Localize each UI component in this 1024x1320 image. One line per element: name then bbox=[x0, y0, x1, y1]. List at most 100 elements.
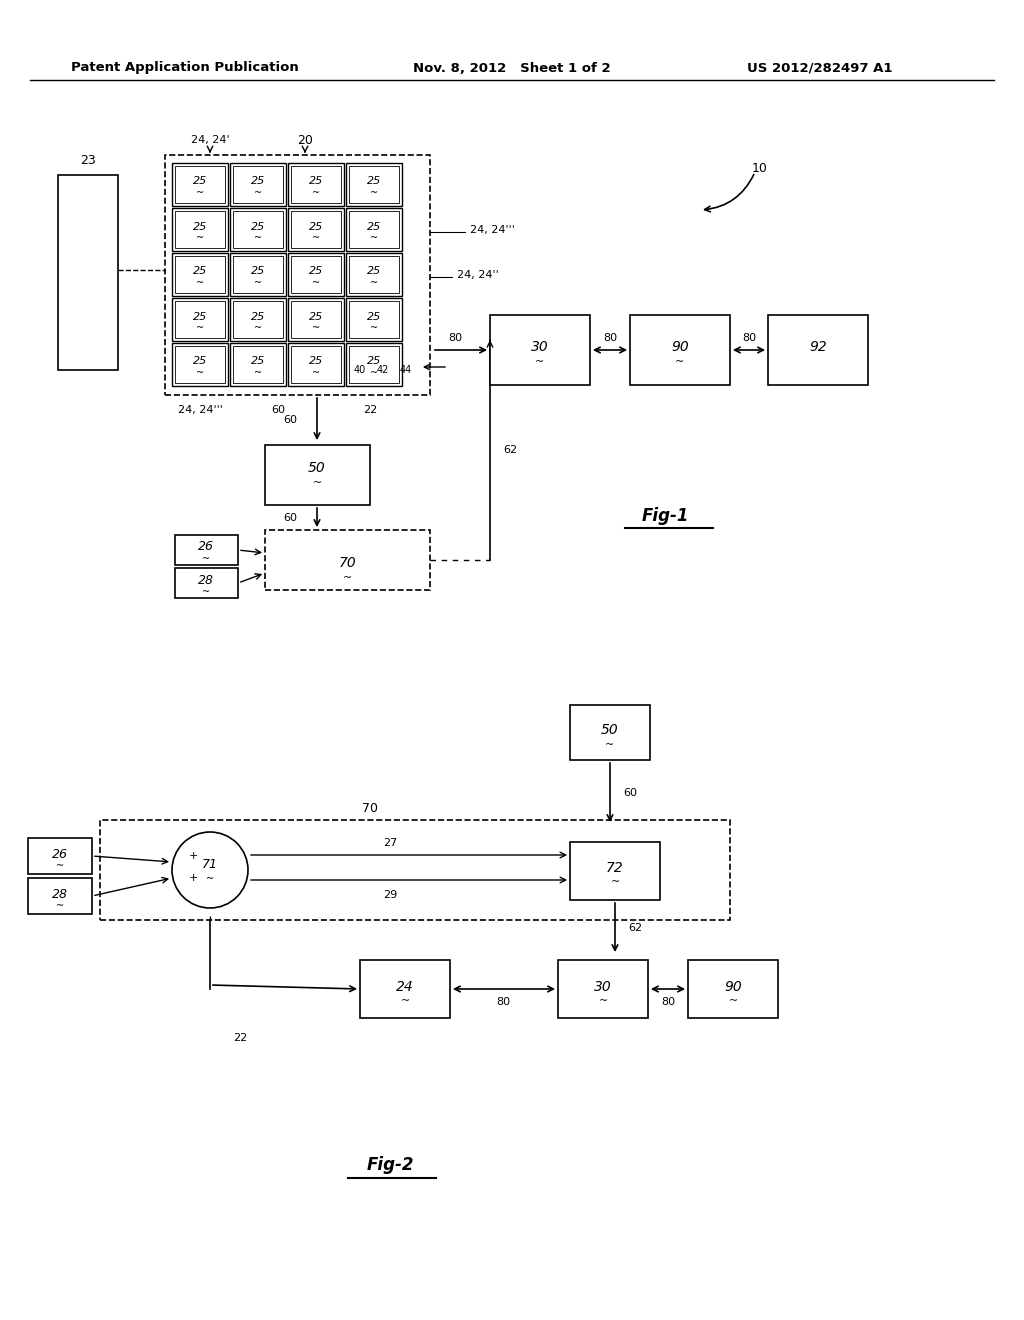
Circle shape bbox=[172, 832, 248, 908]
Bar bbox=[28, 838, 92, 874]
Bar bbox=[630, 315, 730, 385]
Bar bbox=[291, 346, 341, 383]
Text: ~: ~ bbox=[56, 902, 65, 911]
Bar bbox=[230, 209, 286, 251]
Bar bbox=[291, 166, 341, 203]
Text: 60: 60 bbox=[271, 405, 285, 414]
Text: ~: ~ bbox=[598, 997, 607, 1006]
Text: 80: 80 bbox=[660, 997, 675, 1007]
Bar bbox=[349, 301, 399, 338]
Bar bbox=[172, 253, 228, 296]
Bar bbox=[175, 346, 225, 383]
Text: 25: 25 bbox=[367, 312, 381, 322]
Text: 26: 26 bbox=[198, 540, 214, 553]
Bar bbox=[175, 568, 238, 598]
Text: 22: 22 bbox=[232, 1034, 247, 1043]
Text: +: + bbox=[188, 851, 198, 861]
Text: ~: ~ bbox=[536, 356, 545, 367]
Text: Nov. 8, 2012   Sheet 1 of 2: Nov. 8, 2012 Sheet 1 of 2 bbox=[414, 62, 610, 74]
Text: 29: 29 bbox=[383, 890, 397, 900]
Bar bbox=[100, 820, 730, 920]
Text: 60: 60 bbox=[283, 414, 297, 425]
Bar bbox=[172, 162, 228, 206]
Text: 80: 80 bbox=[603, 333, 617, 343]
Text: 70: 70 bbox=[339, 556, 357, 570]
Text: 24, 24''': 24, 24''' bbox=[177, 405, 222, 414]
Text: Patent Application Publication: Patent Application Publication bbox=[71, 62, 299, 74]
Text: 30: 30 bbox=[594, 979, 612, 994]
Text: ~: ~ bbox=[254, 232, 262, 243]
Text: 25: 25 bbox=[251, 177, 265, 186]
Text: 25: 25 bbox=[309, 312, 324, 322]
Text: ~: ~ bbox=[312, 232, 321, 243]
Bar bbox=[175, 256, 225, 293]
Text: 28: 28 bbox=[198, 573, 214, 586]
Text: ~: ~ bbox=[312, 187, 321, 198]
Text: 25: 25 bbox=[251, 356, 265, 367]
Text: 50: 50 bbox=[308, 461, 326, 475]
Bar bbox=[288, 298, 344, 341]
Bar bbox=[230, 343, 286, 385]
Text: 23: 23 bbox=[80, 153, 96, 166]
Bar bbox=[558, 960, 648, 1018]
Bar bbox=[291, 256, 341, 293]
Text: +: + bbox=[188, 873, 198, 883]
Text: 25: 25 bbox=[251, 267, 265, 276]
Text: ~: ~ bbox=[56, 861, 65, 871]
Text: 25: 25 bbox=[193, 312, 207, 322]
Bar bbox=[288, 253, 344, 296]
Bar bbox=[490, 315, 590, 385]
Text: ~: ~ bbox=[610, 876, 620, 887]
Text: 24: 24 bbox=[396, 979, 414, 994]
Text: 25: 25 bbox=[193, 177, 207, 186]
Bar bbox=[172, 343, 228, 385]
Text: 30: 30 bbox=[531, 341, 549, 354]
Bar bbox=[570, 842, 660, 900]
Text: ~: ~ bbox=[196, 232, 204, 243]
Bar bbox=[288, 162, 344, 206]
Text: ~: ~ bbox=[254, 187, 262, 198]
Bar bbox=[165, 154, 430, 395]
Text: 25: 25 bbox=[367, 356, 381, 367]
Text: ~: ~ bbox=[676, 356, 685, 367]
Text: ~: ~ bbox=[343, 573, 352, 583]
Text: 80: 80 bbox=[447, 333, 462, 343]
Bar bbox=[768, 315, 868, 385]
Text: 44: 44 bbox=[400, 366, 412, 375]
Text: 25: 25 bbox=[309, 356, 324, 367]
Bar bbox=[346, 343, 402, 385]
Text: 26: 26 bbox=[52, 847, 68, 861]
Text: ~: ~ bbox=[196, 187, 204, 198]
Text: ~: ~ bbox=[312, 277, 321, 288]
Text: ~: ~ bbox=[370, 277, 378, 288]
Text: 20: 20 bbox=[297, 133, 313, 147]
Text: ~: ~ bbox=[312, 367, 321, 378]
Text: 42: 42 bbox=[377, 366, 389, 375]
Text: 25: 25 bbox=[251, 222, 265, 231]
Bar bbox=[233, 301, 283, 338]
Bar bbox=[291, 211, 341, 248]
Bar bbox=[265, 445, 370, 506]
Bar bbox=[346, 298, 402, 341]
Text: US 2012/282497 A1: US 2012/282497 A1 bbox=[748, 62, 893, 74]
Text: 25: 25 bbox=[309, 222, 324, 231]
Text: 71: 71 bbox=[202, 858, 218, 871]
Text: ~: ~ bbox=[370, 187, 378, 198]
Bar bbox=[349, 346, 399, 383]
Text: ~: ~ bbox=[196, 277, 204, 288]
Text: 24, 24''': 24, 24''' bbox=[470, 224, 515, 235]
Text: ~: ~ bbox=[202, 554, 210, 564]
Text: 24, 24': 24, 24' bbox=[190, 135, 229, 145]
Text: 60: 60 bbox=[283, 513, 297, 523]
Text: 27: 27 bbox=[383, 838, 397, 847]
Text: 72: 72 bbox=[606, 861, 624, 875]
Bar bbox=[570, 705, 650, 760]
Bar bbox=[230, 298, 286, 341]
Bar bbox=[360, 960, 450, 1018]
Text: 25: 25 bbox=[309, 177, 324, 186]
Bar bbox=[288, 343, 344, 385]
Text: 92: 92 bbox=[809, 341, 826, 354]
Bar bbox=[230, 162, 286, 206]
Text: ~: ~ bbox=[206, 874, 214, 884]
Bar bbox=[346, 162, 402, 206]
